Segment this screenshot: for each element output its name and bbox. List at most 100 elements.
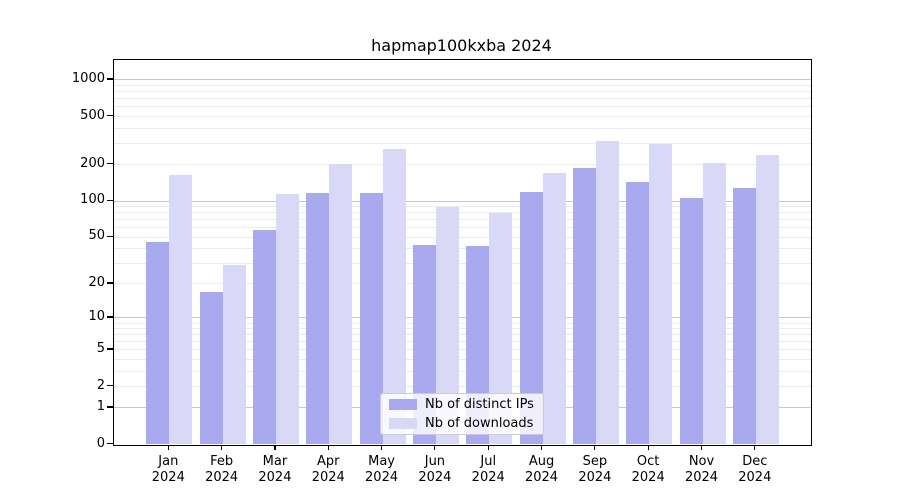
minor-gridline [114,212,811,214]
major-gridline [114,79,811,81]
minor-gridline [114,91,811,93]
legend-item-downloads: Nb of downloads [381,416,543,431]
y-tick-mark [107,316,113,318]
x-tick-label-oct: Oct 2024 [631,453,665,485]
x-tick-label-dec: Dec 2024 [738,453,772,485]
bar-downloads-jul [489,213,513,445]
legend-label-downloads: Nb of downloads [425,416,534,431]
chart-title: hapmap100kxba 2024 [371,36,552,55]
legend: Nb of distinct IPs Nb of downloads [380,393,544,435]
bar-downloads-jan [169,174,193,445]
minor-gridline [114,106,811,108]
y-tick-mark [107,78,113,80]
x-tick-label-feb: Feb 2024 [205,453,239,485]
bar-distinct-ips-sep [572,168,596,445]
major-gridline [114,200,811,202]
y-tick-label-50: 50 [88,228,105,244]
bar-downloads-dec [755,155,779,445]
y-tick-mark [107,163,113,165]
bar-downloads-oct [649,144,673,445]
y-tick-label-0: 0 [96,435,105,451]
minor-gridline [114,142,811,144]
x-tick-mark [700,444,703,450]
plot-area [113,59,812,446]
minor-gridline [114,334,811,336]
y-tick-label-2: 2 [96,377,105,393]
x-tick-mark [647,444,649,450]
minor-gridline [114,328,811,330]
x-tick-label-mar: Mar 2024 [258,453,292,485]
bar-downloads-feb [222,265,246,445]
x-tick-label-nov: Nov 2024 [684,453,719,485]
bar-distinct-ips-mar [252,230,276,445]
x-tick-mark [594,444,596,450]
minor-gridline [114,341,811,343]
x-tick-mark [327,444,329,450]
minor-gridline [114,359,811,361]
minor-gridline [114,116,811,117]
x-tick-mark [754,444,756,450]
minor-gridline [114,283,811,285]
x-tick-mark [274,444,276,450]
x-tick-mark [167,444,169,450]
y-tick-label-200: 200 [80,155,105,171]
bar-downloads-aug [542,173,566,445]
y-tick-label-20: 20 [88,274,105,290]
y-tick-mark [107,199,113,201]
minor-gridline [114,206,811,207]
bar-downloads-sep [595,140,619,445]
bar-distinct-ips-dec [732,188,756,445]
bar-downloads-jun [435,207,459,445]
y-tick-label-1000: 1000 [71,70,105,86]
minor-gridline [114,349,811,351]
minor-gridline [114,85,811,87]
x-tick-label-jan: Jan 2024 [151,453,185,485]
legend-item-distinct-ips: Nb of distinct IPs [381,397,543,412]
bar-distinct-ips-oct [626,181,650,445]
y-tick-mark [107,282,113,284]
legend-swatch-distinct-ips [389,399,417,410]
bar-downloads-nov [702,163,726,445]
y-tick-label-500: 500 [80,107,105,123]
x-tick-label-aug: Aug 2024 [524,453,559,485]
bar-downloads-apr [329,163,353,445]
x-tick-label-jun: Jun 2024 [418,453,452,485]
x-tick-label-jul: Jul 2024 [471,453,505,485]
bar-distinct-ips-apr [306,193,330,445]
y-tick-label-10: 10 [88,308,105,324]
y-tick-label-100: 100 [80,192,105,207]
y-tick-mark [107,115,113,117]
minor-gridline [114,370,811,372]
bar-downloads-may [382,149,406,445]
bar-distinct-ips-feb [199,292,223,445]
legend-swatch-downloads [389,418,417,429]
minor-gridline [114,248,811,250]
bar-distinct-ips-nov [679,198,703,445]
x-tick-label-sep: Sep 2024 [578,453,612,485]
y-tick-mark [107,385,113,387]
y-tick-mark [107,406,113,408]
bar-distinct-ips-aug [519,191,543,445]
minor-gridline [114,127,811,129]
minor-gridline [114,227,811,229]
minor-gridline [114,219,811,221]
minor-gridline [114,98,811,100]
y-tick-mark [107,348,113,350]
bar-distinct-ips-jan [146,242,170,445]
bar-distinct-ips-may [359,192,383,445]
y-tick-label-1: 1 [96,398,105,414]
x-tick-mark [540,444,543,450]
bar-downloads-mar [275,194,299,445]
legend-label-distinct-ips: Nb of distinct IPs [425,397,534,412]
y-tick-label-5: 5 [96,340,105,356]
minor-gridline [114,386,811,388]
minor-gridline [114,262,811,264]
minor-gridline [114,236,811,238]
minor-gridline [114,164,811,166]
x-tick-mark [221,444,223,450]
x-tick-label-may: May 2024 [365,453,399,485]
minor-gridline [114,322,811,324]
x-tick-mark [487,444,489,450]
y-tick-mark [107,443,113,445]
